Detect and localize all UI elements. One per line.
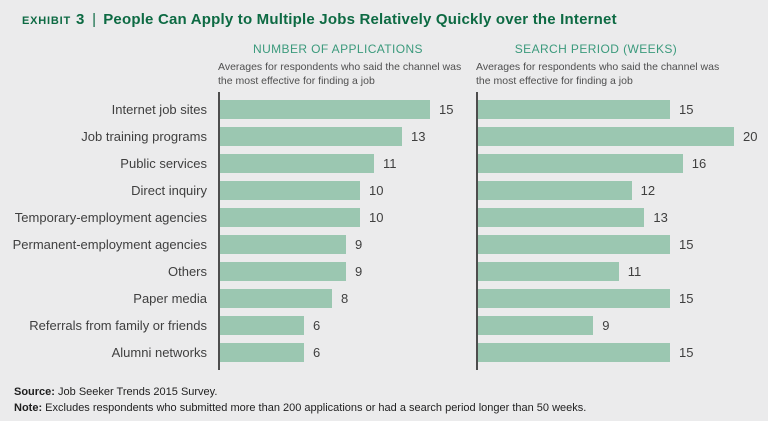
- bar-value-label: 9: [355, 237, 363, 253]
- category-label: Paper media: [133, 291, 207, 307]
- bar-row: 13: [478, 204, 768, 231]
- bar-value-label: 9: [355, 264, 363, 280]
- bar: [478, 316, 594, 336]
- bar-value-label: 10: [369, 183, 384, 199]
- bar-row: 15: [478, 285, 768, 312]
- bar: [478, 289, 670, 309]
- bar-value-label: 13: [653, 210, 668, 226]
- note-label: Note:: [14, 402, 43, 415]
- source-label: Source:: [14, 386, 55, 399]
- bar-row: 15: [478, 231, 768, 258]
- bar: [478, 208, 645, 228]
- applications-chart-plot: 15 13 11 10 10 9 9 8 6 6: [218, 92, 476, 371]
- bar: [478, 262, 619, 282]
- bar-row: 15: [478, 339, 768, 366]
- bar-value-label: 11: [383, 156, 397, 172]
- right-chart-title: SEARCH PERIOD (WEEKS): [514, 42, 678, 56]
- bar-row: 12: [478, 177, 768, 204]
- category-label: Temporary-employment agencies: [14, 210, 207, 226]
- bar-value-label: 8: [341, 291, 349, 307]
- bar-value-label: 6: [313, 318, 321, 334]
- bar: [220, 289, 332, 309]
- right-chart-subtitle: Averages for respondents who said the ch…: [476, 61, 720, 87]
- bar-row: 6: [220, 312, 476, 339]
- category-label: Referrals from family or friends: [29, 318, 207, 334]
- category-label: Permanent-employment agencies: [12, 237, 207, 253]
- bar-value-label: 15: [439, 102, 454, 118]
- footer-notes: Source: Job Seeker Trends 2015 Survey. N…: [0, 385, 768, 417]
- bar: [220, 316, 304, 336]
- bar-row: 9: [220, 258, 476, 285]
- note-text: Excludes respondents who submitted more …: [45, 402, 587, 415]
- category-label: Others: [167, 264, 207, 280]
- bar-value-label: 11: [627, 264, 642, 280]
- bar-row: 15: [478, 96, 768, 123]
- bar: [220, 208, 360, 228]
- bar: [220, 235, 346, 255]
- right-chart-header: SEARCH PERIOD (WEEKS) Averages for respo…: [476, 42, 768, 88]
- source-line: Source: Job Seeker Trends 2015 Survey.: [14, 385, 768, 401]
- bar: [478, 100, 670, 120]
- chart-headers: NUMBER OF APPLICATIONS Averages for resp…: [0, 42, 768, 88]
- bar-value-label: 15: [679, 102, 694, 118]
- bar-value-label: 12: [640, 183, 656, 199]
- header-spacer: [0, 42, 218, 88]
- exhibit-number-label: Exhibit 3: [22, 11, 86, 28]
- left-chart-header: NUMBER OF APPLICATIONS Averages for resp…: [218, 42, 476, 88]
- search-period-chart-plot: 15 20 16 12 13 15 11 15 9 15: [476, 92, 768, 371]
- bar: [220, 343, 304, 363]
- bar-value-label: 9: [602, 318, 610, 334]
- bar-row: 10: [220, 177, 476, 204]
- bar-value-label: 20: [743, 129, 758, 145]
- bar-value-label: 13: [411, 129, 426, 145]
- category-label: Job training programs: [81, 129, 207, 145]
- bar-row: 15: [220, 96, 476, 123]
- title-text: People Can Apply to Multiple Jobs Relati…: [103, 11, 617, 28]
- category-label: Internet job sites: [111, 102, 207, 118]
- category-labels: Internet job sites Job training programs P…: [0, 92, 218, 370]
- bar-row: 13: [220, 123, 476, 150]
- bar-value-label: 16: [691, 156, 707, 172]
- left-chart-title: NUMBER OF APPLICATIONS: [253, 42, 423, 56]
- category-label: Alumni networks: [111, 345, 207, 361]
- bar: [220, 154, 374, 174]
- bar: [478, 154, 683, 174]
- bar-value-label: 15: [679, 291, 694, 307]
- title-separator: |: [92, 11, 97, 28]
- bar: [220, 181, 360, 201]
- note-line: Note: Excludes respondents who submitted…: [14, 401, 768, 417]
- bar: [220, 100, 430, 120]
- bar-row: 11: [220, 150, 476, 177]
- bar: [478, 181, 632, 201]
- bar-row: 16: [478, 150, 768, 177]
- charts-area: Internet job sites Job training programs P…: [0, 92, 768, 371]
- bar: [220, 262, 346, 282]
- bar: [478, 127, 734, 147]
- bar: [478, 343, 670, 363]
- bar-row: 8: [220, 285, 476, 312]
- bar: [478, 235, 670, 255]
- page-title: Exhibit 3 | People Can Apply to Multiple J…: [0, 11, 768, 28]
- bar-value-label: 15: [679, 237, 694, 253]
- bar-row: 10: [220, 204, 476, 231]
- category-label: Direct inquiry: [131, 183, 207, 199]
- category-label: Public services: [120, 156, 207, 172]
- bar-value-label: 10: [369, 210, 384, 226]
- bar-value-label: 15: [679, 345, 694, 361]
- bar-value-label: 6: [313, 345, 321, 361]
- bar: [220, 127, 402, 147]
- bar-row: 20: [478, 123, 768, 150]
- bar-row: 11: [478, 258, 768, 285]
- bar-row: 9: [478, 312, 768, 339]
- left-chart-subtitle: Averages for respondents who said the ch…: [218, 61, 462, 87]
- bar-row: 9: [220, 231, 476, 258]
- bar-row: 6: [220, 339, 476, 366]
- source-text: Job Seeker Trends 2015 Survey.: [58, 386, 218, 399]
